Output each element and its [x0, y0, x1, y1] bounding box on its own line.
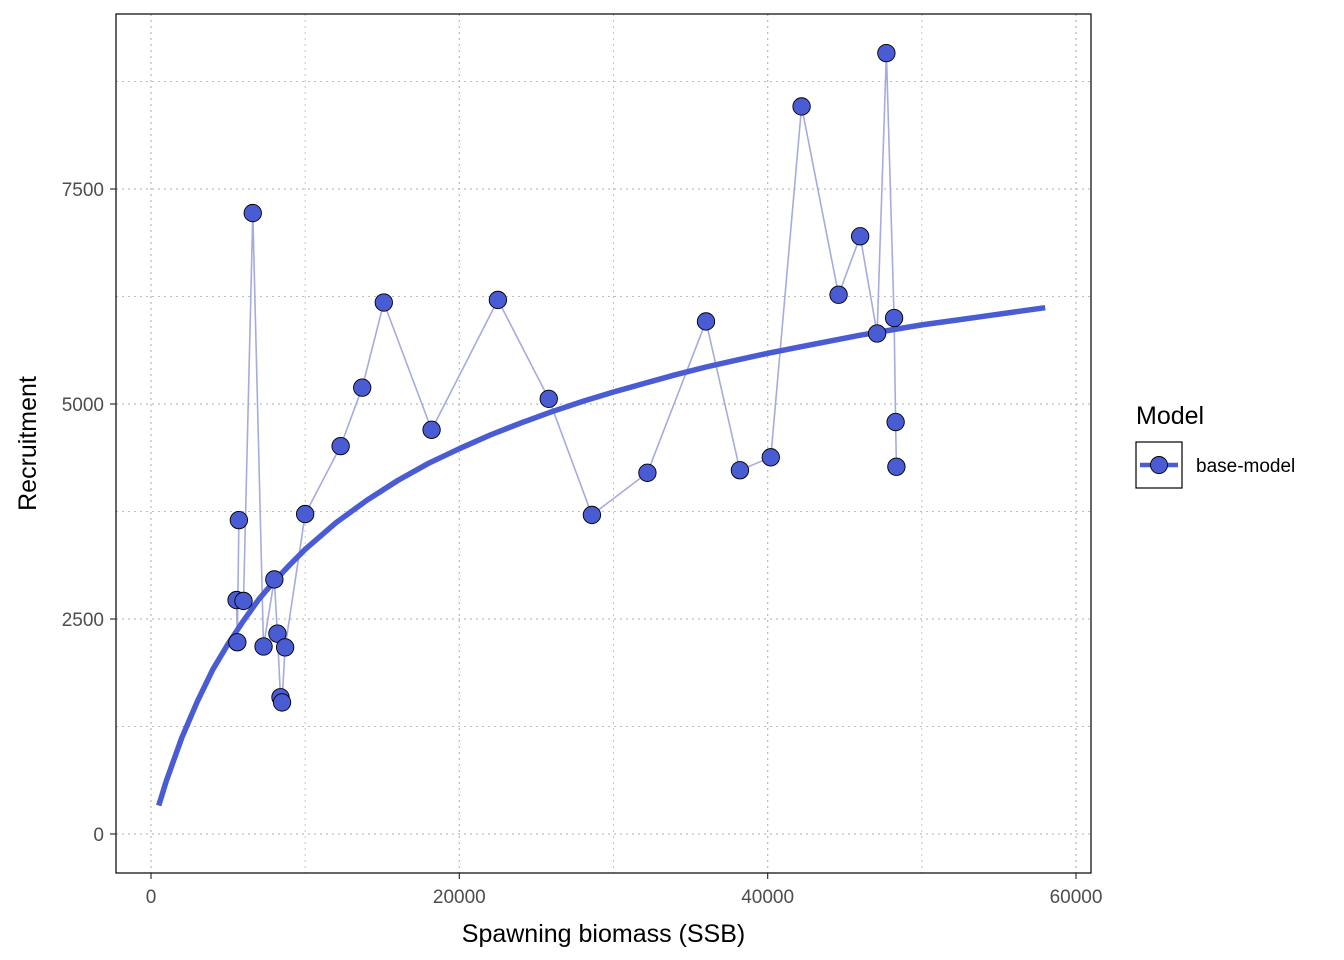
- data-point: [228, 633, 247, 652]
- x-tick-label: 60000: [1050, 887, 1103, 908]
- y-axis: 0 2500 5000 7500: [62, 180, 116, 846]
- connector-path: [235, 53, 898, 703]
- data-point: [887, 457, 906, 476]
- x-axis: 0 20000 40000 60000: [146, 873, 1103, 908]
- data-point: [243, 203, 262, 223]
- data-point: [730, 461, 750, 480]
- data-point: [422, 420, 441, 439]
- legend-entry-base-model: base-model: [1196, 456, 1295, 477]
- y-tick-label: 2500: [62, 610, 104, 631]
- data-point: [761, 448, 780, 467]
- data-point: [638, 463, 657, 482]
- x-axis-title: Spawning biomass (SSB): [462, 920, 745, 948]
- data-point: [331, 436, 350, 456]
- plot-panel-border: [115, 13, 1092, 874]
- legend-title: Model: [1136, 402, 1204, 430]
- legend-key-point: [1150, 456, 1168, 474]
- x-tick-label: 0: [146, 887, 157, 908]
- fit-curve-path: [156, 304, 1046, 807]
- data-point: [696, 312, 716, 331]
- data-point: [867, 324, 887, 343]
- y-tick-label: 0: [93, 825, 104, 846]
- data-point: [851, 227, 870, 246]
- data-point: [886, 412, 905, 432]
- data-point: [488, 290, 508, 310]
- observation-points: [227, 43, 906, 712]
- data-point: [353, 378, 372, 397]
- data-point: [272, 693, 292, 712]
- data-point: [792, 97, 811, 116]
- observation-connector-line: [235, 53, 898, 703]
- data-point: [582, 505, 602, 525]
- data-point: [829, 285, 848, 304]
- data-point: [229, 510, 249, 530]
- data-point: [265, 570, 284, 589]
- y-tick-label: 5000: [62, 395, 104, 416]
- legend: Model base-model: [1135, 402, 1295, 489]
- y-tick-label: 7500: [62, 180, 104, 201]
- data-point: [234, 591, 253, 611]
- data-point: [374, 293, 393, 312]
- y-axis-title: Recruitment: [14, 376, 42, 511]
- data-point: [539, 389, 558, 408]
- data-point: [884, 308, 904, 328]
- x-tick-label: 40000: [741, 887, 794, 908]
- fitted-curve: [156, 304, 1046, 807]
- data-point: [275, 638, 295, 657]
- data-point: [296, 504, 315, 524]
- grid-lines: [116, 14, 1091, 873]
- x-tick-label: 20000: [433, 887, 486, 908]
- data-point: [877, 43, 896, 63]
- data-point: [268, 624, 287, 643]
- data-point: [254, 637, 273, 656]
